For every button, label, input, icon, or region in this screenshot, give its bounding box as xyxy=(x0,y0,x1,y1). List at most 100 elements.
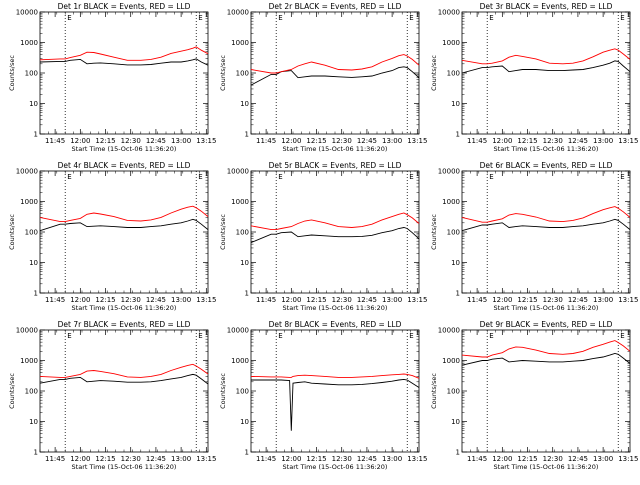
y-tick-label: 1000 xyxy=(442,39,460,47)
x-tick-label: 13:15 xyxy=(618,137,638,145)
chart-title: Det 2r BLACK = Events, RED = LLD xyxy=(269,2,402,11)
chart-title: Det 3r BLACK = Events, RED = LLD xyxy=(480,2,613,11)
y-tick-label: 10000 xyxy=(227,327,249,335)
x-tick-label: 11:45 xyxy=(45,455,65,463)
x-tick-label: 13:00 xyxy=(593,296,613,304)
y-tick-label: 1 xyxy=(34,131,38,139)
y-tick-label: 100 xyxy=(25,70,38,78)
x-tick-label: 12:45 xyxy=(357,137,377,145)
y-tick-label: 1000 xyxy=(231,39,249,47)
lld-series-line xyxy=(39,363,209,378)
detector-panel-3: Det 3r BLACK = Events, RED = LLD 1 10 100 10… xyxy=(430,2,638,153)
events-series-line xyxy=(461,60,631,74)
x-tick-label: 12:30 xyxy=(332,137,352,145)
chart-title: Det 1r BLACK = Events, RED = LLD xyxy=(58,2,191,11)
x-axis-label: Start Time (15-Oct-06 11:36:20) xyxy=(494,145,599,153)
x-tick-label: 12:30 xyxy=(121,296,141,304)
y-tick-label: 100 xyxy=(236,70,249,78)
y-axis-label: Counts/sec xyxy=(219,214,227,250)
lld-series-line xyxy=(250,373,420,379)
lld-series-line xyxy=(39,46,209,61)
x-tick-label: 13:15 xyxy=(407,137,427,145)
detector-panel-5: Det 5r BLACK = Events, RED = LLD 1 10 100 10… xyxy=(219,161,427,312)
e-marker-label: E xyxy=(620,332,624,340)
e-marker-label: E xyxy=(620,173,624,181)
x-tick-label: 12:30 xyxy=(332,296,352,304)
x-tick-label: 12:00 xyxy=(281,296,301,304)
y-axis-label: Counts/sec xyxy=(8,214,16,250)
events-series-line xyxy=(461,218,631,232)
x-tick-label: 13:00 xyxy=(171,296,191,304)
y-tick-label: 10 xyxy=(240,259,249,267)
x-tick-label: 12:00 xyxy=(281,455,301,463)
y-tick-label: 1000 xyxy=(20,357,38,365)
y-tick-label: 100 xyxy=(236,388,249,396)
x-axis-label: Start Time (15-Oct-06 11:36:20) xyxy=(283,145,388,153)
x-tick-label: 12:00 xyxy=(70,296,90,304)
y-tick-label: 1000 xyxy=(231,198,249,206)
x-tick-label: 13:15 xyxy=(407,296,427,304)
x-tick-label: 12:45 xyxy=(568,296,588,304)
x-tick-label: 12:45 xyxy=(568,137,588,145)
x-tick-label: 12:30 xyxy=(543,137,563,145)
x-axis-label: Start Time (15-Oct-06 11:36:20) xyxy=(283,463,388,471)
y-tick-label: 10 xyxy=(451,418,460,426)
detector-panel-7: Det 7r BLACK = Events, RED = LLD 1 10 100 10… xyxy=(8,320,216,471)
events-series-line xyxy=(39,373,209,385)
x-tick-label: 12:45 xyxy=(357,455,377,463)
x-tick-label: 12:30 xyxy=(332,455,352,463)
y-tick-label: 10000 xyxy=(438,327,460,335)
chart-title: Det 8r BLACK = Events, RED = LLD xyxy=(269,320,402,329)
y-tick-label: 1 xyxy=(34,449,38,457)
detector-panel-6: Det 6r BLACK = Events, RED = LLD 1 10 100 10… xyxy=(430,161,638,312)
x-tick-label: 11:45 xyxy=(256,137,276,145)
y-tick-label: 10000 xyxy=(438,168,460,176)
y-tick-label: 1 xyxy=(245,449,249,457)
x-tick-label: 12:00 xyxy=(70,137,90,145)
x-tick-label: 12:30 xyxy=(121,137,141,145)
x-tick-label: 11:45 xyxy=(467,137,487,145)
x-tick-label: 12:15 xyxy=(517,455,537,463)
x-tick-label: 13:00 xyxy=(382,296,402,304)
e-marker-label: E xyxy=(278,14,282,22)
x-tick-label: 12:00 xyxy=(492,455,512,463)
e-marker-label: E xyxy=(409,332,413,340)
y-tick-label: 10000 xyxy=(16,327,38,335)
x-tick-label: 12:00 xyxy=(281,137,301,145)
x-tick-label: 13:15 xyxy=(196,137,216,145)
y-tick-label: 1 xyxy=(245,131,249,139)
x-axis-label: Start Time (15-Oct-06 11:36:20) xyxy=(72,463,177,471)
y-tick-label: 100 xyxy=(447,388,460,396)
x-axis-label: Start Time (15-Oct-06 11:36:20) xyxy=(494,463,599,471)
chart-title: Det 4r BLACK = Events, RED = LLD xyxy=(58,161,191,170)
y-tick-label: 10000 xyxy=(16,9,38,17)
e-marker-label: E xyxy=(198,332,202,340)
x-tick-label: 11:45 xyxy=(256,455,276,463)
x-tick-label: 13:15 xyxy=(618,455,638,463)
y-axis-label: Counts/sec xyxy=(219,373,227,409)
x-tick-label: 11:45 xyxy=(45,137,65,145)
detector-panel-9: Det 9r BLACK = Events, RED = LLD 1 10 100 10… xyxy=(430,320,638,471)
x-tick-label: 12:30 xyxy=(543,296,563,304)
e-marker-label: E xyxy=(198,173,202,181)
x-tick-label: 12:30 xyxy=(121,455,141,463)
y-tick-label: 1000 xyxy=(442,198,460,206)
x-axis-label: Start Time (15-Oct-06 11:36:20) xyxy=(283,304,388,312)
y-tick-label: 10000 xyxy=(227,9,249,17)
x-tick-label: 12:45 xyxy=(568,455,588,463)
lld-series-line xyxy=(250,54,420,74)
y-tick-label: 10 xyxy=(29,418,38,426)
e-marker-label: E xyxy=(489,173,493,181)
x-tick-label: 12:15 xyxy=(517,296,537,304)
e-marker-label: E xyxy=(409,14,413,22)
e-marker-label: E xyxy=(278,173,282,181)
y-axis-label: Counts/sec xyxy=(430,214,438,250)
detector-panel-2: Det 2r BLACK = Events, RED = LLD 1 10 100 10… xyxy=(219,2,427,153)
y-tick-label: 1000 xyxy=(442,357,460,365)
y-tick-label: 1 xyxy=(456,131,460,139)
x-tick-label: 12:15 xyxy=(95,296,115,304)
y-tick-label: 10 xyxy=(29,259,38,267)
e-marker-label: E xyxy=(278,332,282,340)
y-tick-label: 10000 xyxy=(16,168,38,176)
y-axis-label: Counts/sec xyxy=(430,373,438,409)
